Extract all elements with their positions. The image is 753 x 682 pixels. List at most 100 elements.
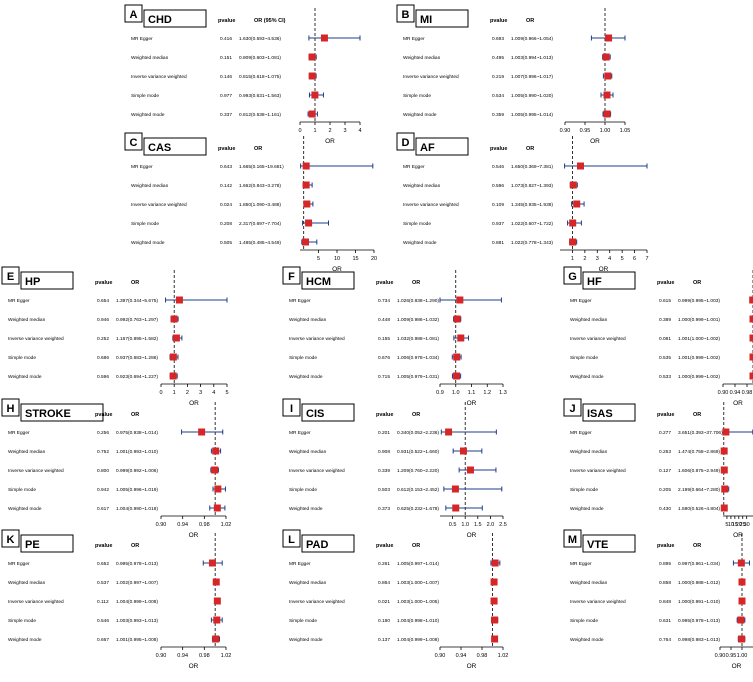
pvalue-value: 0.277: [659, 430, 671, 436]
pvalue-value: 0.537: [97, 580, 109, 586]
or-point-marker: [569, 219, 577, 227]
x-tick-label: 0.95: [726, 653, 737, 659]
panel-title: PE: [25, 539, 40, 551]
or-header: OR: [131, 280, 139, 286]
method-label: Simple mode: [8, 618, 36, 624]
pvalue-value: 0.881: [492, 240, 504, 246]
x-axis-label: OR: [733, 532, 743, 539]
x-tick-label: 5: [725, 522, 728, 528]
or-point-marker: [749, 315, 753, 323]
pvalue-header: pvalue: [95, 280, 112, 286]
or-point-marker: [453, 372, 461, 380]
pvalue-header: pvalue: [657, 280, 674, 286]
or-ci-value: 0.995(0.978~1.013): [116, 561, 158, 567]
or-point-marker: [491, 635, 499, 643]
pvalue-value: 0.596: [492, 183, 504, 189]
pvalue-value: 0.416: [220, 36, 232, 42]
method-label: Weighted median: [8, 580, 46, 586]
forest-panel-b: B MI pvalue OR MR Egger 0.693 1.009(0.966~1.05…: [396, 4, 630, 145]
pvalue-value: 0.908: [378, 449, 390, 455]
pvalue-value: 0.505: [220, 240, 232, 246]
or-ci-value: 1.397(0.344~5.675): [116, 298, 158, 304]
panel-title: PAD: [306, 539, 328, 551]
pvalue-value: 0.535: [659, 355, 671, 361]
x-tick-label: 0.90: [715, 653, 726, 659]
or-ci-value: 1.009(0.986~1.032): [397, 317, 439, 323]
or-point-marker: [490, 578, 498, 586]
method-label: MR Egger: [8, 430, 30, 436]
or-ci-value: 1.026(0.838~1.290): [397, 298, 439, 304]
or-point-marker: [603, 110, 611, 118]
or-ci-value: 1.007(0.996~1.017): [511, 74, 553, 80]
x-tick-label: 5: [317, 256, 320, 262]
panel-letter: K: [7, 534, 15, 546]
panel-title-box: [20, 403, 104, 422]
or-point-marker: [169, 372, 177, 380]
x-tick-label: 4: [358, 128, 361, 134]
or-point-marker: [451, 485, 459, 493]
pvalue-header: pvalue: [490, 146, 507, 152]
or-ci-value: 2.317(0.697~7.704): [239, 221, 281, 227]
or-ci-value: 1.005(0.990~1.020): [511, 93, 553, 99]
panel-letter-box: [563, 529, 582, 548]
or-ci-value: 1.485(0.485~4.549): [239, 240, 281, 246]
or-point-marker: [466, 466, 474, 474]
method-label: Simple mode: [570, 487, 598, 493]
panel-title: STROKE: [25, 408, 71, 420]
x-axis-label: OR: [733, 400, 743, 407]
or-point-marker: [214, 485, 222, 493]
method-label: MR Egger: [289, 561, 311, 567]
or-ci-value: 0.815(0.618~1.075): [239, 74, 281, 80]
pvalue-header: pvalue: [218, 146, 235, 152]
panel-letter-box: [1, 398, 20, 417]
pvalue-header: pvalue: [218, 18, 235, 24]
or-ci-value: 1.000(0.999~1.001): [678, 317, 720, 323]
method-label: Inverse variance weighted: [570, 468, 626, 474]
panel-title: AF: [420, 142, 435, 154]
pvalue-value: 0.764: [659, 637, 671, 643]
or-ci-value: 0.937(0.683~1.286): [116, 355, 158, 361]
pvalue-value: 0.373: [378, 506, 390, 512]
panel-title: ISAS: [587, 408, 613, 420]
or-ci-value: 1.001(1.000~1.002): [678, 336, 720, 342]
x-tick-label: 2.5: [499, 522, 507, 528]
panel-letter: I: [290, 403, 293, 415]
pvalue-value: 0.617: [97, 506, 109, 512]
x-tick-label: 0.90: [435, 653, 446, 659]
forest-panel-h: H STROKE pvalue OR MR Egger 0.256 0.975(0.938~…: [1, 398, 231, 539]
x-tick-label: 0.94: [730, 390, 741, 396]
or-ci-value: 0.340(0.052~2.236): [397, 430, 439, 436]
or-point-marker: [320, 34, 328, 42]
or-point-marker: [573, 200, 581, 208]
pvalue-value: 0.533: [659, 374, 671, 380]
method-label: Weighted median: [570, 580, 608, 586]
or-ci-value: 0.931(0.522~1.660): [397, 449, 439, 455]
or-ci-value: 1.345(0.935~1.938): [511, 202, 553, 208]
or-ci-value: 1.630(0.593~4.536): [239, 36, 281, 42]
method-label: Simple mode: [8, 355, 36, 361]
panel-letter: B: [402, 9, 410, 21]
method-label: Inverse variance weighted: [131, 202, 187, 208]
panel-letter: A: [130, 9, 138, 21]
method-label: Weighted mode: [289, 637, 323, 643]
method-label: Weighted mode: [8, 637, 42, 643]
method-label: Simple mode: [570, 618, 598, 624]
x-tick-label: 5: [225, 390, 228, 396]
panel-letter-box: [282, 398, 301, 417]
or-point-marker: [308, 53, 316, 61]
panel-letter: E: [7, 271, 14, 283]
or-ci-value: 0.993(0.631~1.563): [239, 93, 281, 99]
or-point-marker: [459, 447, 467, 455]
method-label: Simple mode: [570, 355, 598, 361]
x-tick-label: 6: [633, 256, 636, 262]
method-label: Weighted mode: [8, 374, 42, 380]
or-ci-value: 0.995(0.978~1.013): [678, 618, 720, 624]
panel-letter-box: [396, 4, 415, 23]
or-header: OR: [131, 412, 139, 418]
or-point-marker: [569, 238, 577, 246]
pvalue-value: 0.261: [378, 561, 390, 567]
x-tick-label: 5: [621, 256, 624, 262]
or-point-marker: [457, 334, 465, 342]
method-label: Weighted median: [289, 580, 327, 586]
or-ci-value: 1.004(0.998~1.010): [397, 618, 439, 624]
